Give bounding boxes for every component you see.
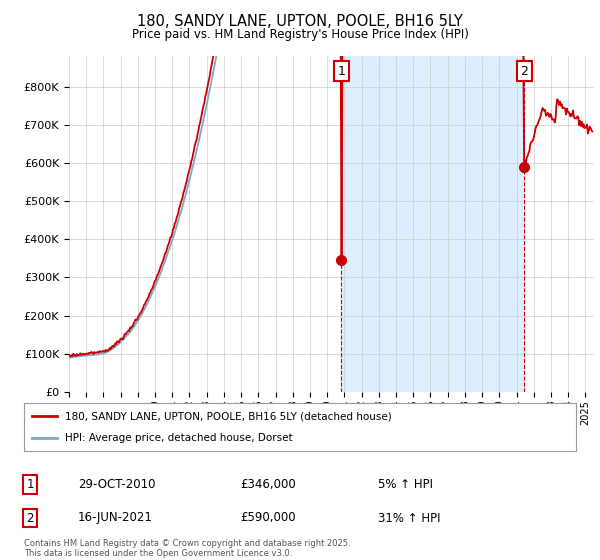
Text: 29-OCT-2010: 29-OCT-2010 [78, 478, 155, 491]
Text: Price paid vs. HM Land Registry's House Price Index (HPI): Price paid vs. HM Land Registry's House … [131, 28, 469, 41]
Text: 1: 1 [338, 64, 346, 78]
Text: 180, SANDY LANE, UPTON, POOLE, BH16 5LY: 180, SANDY LANE, UPTON, POOLE, BH16 5LY [137, 14, 463, 29]
Text: 5% ↑ HPI: 5% ↑ HPI [378, 478, 433, 491]
Text: £346,000: £346,000 [240, 478, 296, 491]
Text: 31% ↑ HPI: 31% ↑ HPI [378, 511, 440, 525]
Text: £590,000: £590,000 [240, 511, 296, 525]
Text: 1: 1 [26, 478, 34, 491]
Text: 180, SANDY LANE, UPTON, POOLE, BH16 5LY (detached house): 180, SANDY LANE, UPTON, POOLE, BH16 5LY … [65, 411, 392, 421]
Bar [341, 56, 524, 392]
Text: 2: 2 [26, 511, 34, 525]
Text: HPI: Average price, detached house, Dorset: HPI: Average price, detached house, Dors… [65, 433, 293, 443]
Text: Contains HM Land Registry data © Crown copyright and database right 2025.
This d: Contains HM Land Registry data © Crown c… [24, 539, 350, 558]
Text: 2: 2 [521, 64, 529, 78]
Text: 16-JUN-2021: 16-JUN-2021 [78, 511, 153, 525]
